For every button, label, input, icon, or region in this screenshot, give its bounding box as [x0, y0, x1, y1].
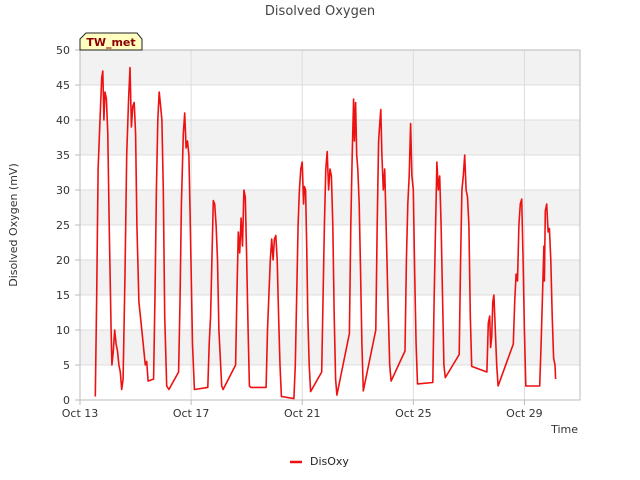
x-axis-label: Time: [550, 423, 578, 436]
x-ticks: Oct 13 Oct 17 Oct 21 Oct 25 Oct 29: [62, 400, 543, 420]
y-tick-label: 35: [56, 149, 70, 162]
plot-band: [80, 50, 580, 85]
chart-title: Disolved Oxygen: [265, 4, 375, 19]
y-tick-label: 45: [56, 79, 70, 92]
x-tick-label: Oct 17: [173, 407, 210, 420]
y-axis-label: Disolved Oxygen (mV): [7, 163, 20, 287]
plot-band: [80, 260, 580, 295]
x-tick-label: Oct 25: [395, 407, 432, 420]
y-tick-label: 10: [56, 324, 70, 337]
y-tick-label: 30: [56, 184, 70, 197]
y-tick-label: 50: [56, 44, 70, 57]
legend: DisOxy: [290, 455, 349, 468]
x-tick-label: Oct 29: [506, 407, 543, 420]
x-tick-label: Oct 21: [284, 407, 321, 420]
station-badge-shape: [79, 32, 143, 51]
y-tick-label: 0: [63, 394, 70, 407]
station-badge: TW_met: [79, 32, 143, 51]
plot-band: [80, 120, 580, 155]
y-ticks: 0 5 10 15 20 25 30 35 40 45 50: [56, 44, 80, 407]
y-tick-label: 5: [63, 359, 70, 372]
y-tick-label: 40: [56, 114, 70, 127]
station-label: TW_met: [86, 36, 135, 49]
legend-label-disoxy: DisOxy: [310, 455, 349, 468]
y-tick-label: 15: [56, 289, 70, 302]
y-tick-label: 20: [56, 254, 70, 267]
plot-band: [80, 190, 580, 225]
series-line-disoxy: [94, 66, 557, 400]
y-tick-label: 25: [56, 219, 70, 232]
plot-bands: [80, 50, 580, 365]
x-tick-label: Oct 13: [62, 407, 99, 420]
